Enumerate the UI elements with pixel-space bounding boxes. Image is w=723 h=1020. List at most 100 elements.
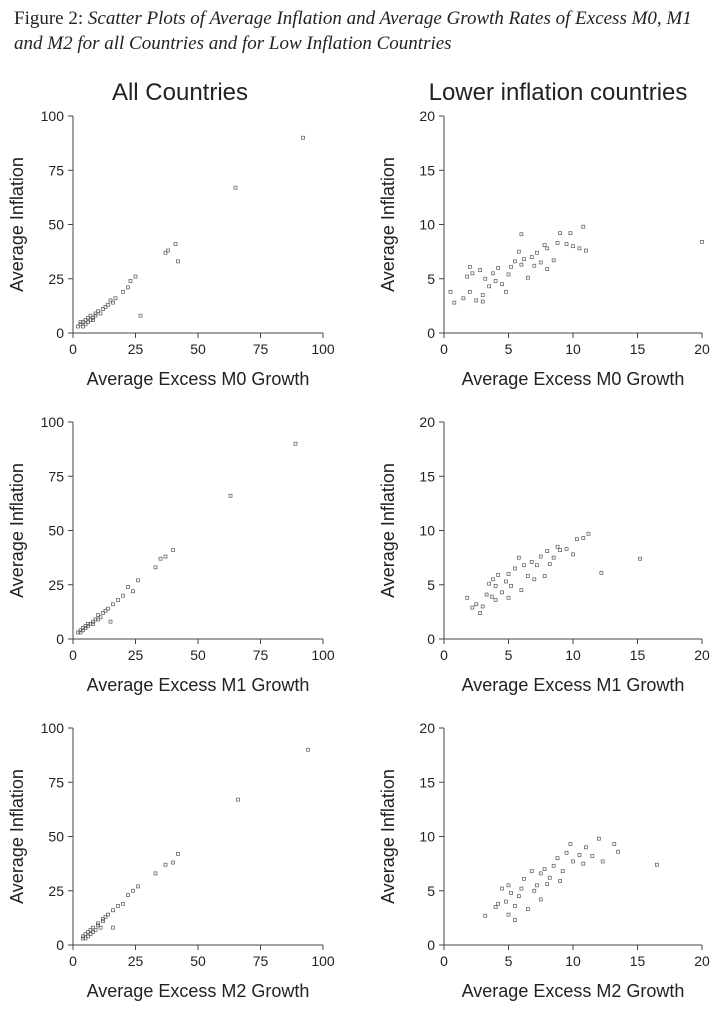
data-point <box>584 248 588 253</box>
data-point <box>564 850 569 855</box>
data-point <box>500 590 504 595</box>
x-tick-label: 0 <box>440 341 448 357</box>
data-point <box>98 925 103 930</box>
data-point <box>228 493 233 498</box>
data-point <box>83 318 88 322</box>
data-point <box>480 299 485 304</box>
data-point <box>522 563 526 568</box>
data-point <box>542 867 547 871</box>
data-point <box>474 298 479 303</box>
data-point <box>83 322 88 327</box>
data-point <box>96 923 100 928</box>
data-point <box>96 921 100 926</box>
data-point <box>506 883 511 888</box>
data-point <box>101 307 105 311</box>
y-tick-label: 75 <box>48 162 64 178</box>
data-point <box>551 863 556 868</box>
y-tick-label: 15 <box>419 468 435 484</box>
data-point <box>532 577 537 582</box>
data-point <box>88 313 93 318</box>
data-point <box>483 913 488 918</box>
scatter-panel-4: 0 5 10 15 20 0 5 10 15 20 Average Excess M1 Growth… <box>378 414 710 695</box>
data-point <box>83 626 88 631</box>
data-point <box>153 871 158 876</box>
data-point <box>535 883 539 888</box>
y-tick-label: 0 <box>427 325 435 341</box>
data-point <box>474 602 479 607</box>
data-point <box>81 320 85 324</box>
data-point <box>108 298 113 303</box>
data-point <box>465 274 470 279</box>
data-point <box>106 302 110 307</box>
data-point <box>555 544 560 549</box>
data-point <box>470 271 475 276</box>
y-tick-label: 25 <box>48 271 64 287</box>
x-tick-label: 25 <box>128 647 144 663</box>
data-point <box>581 861 586 866</box>
data-point <box>93 313 98 318</box>
data-point <box>538 897 543 902</box>
data-point <box>496 266 501 270</box>
data-point <box>529 560 534 564</box>
y-tick-label: 50 <box>48 217 64 233</box>
data-point <box>506 572 511 576</box>
data-point <box>106 606 110 611</box>
data-point <box>535 563 539 568</box>
data-point <box>480 604 485 609</box>
data-point <box>616 849 621 854</box>
data-point <box>478 268 482 272</box>
data-point <box>126 285 130 290</box>
y-tick-label: 50 <box>48 523 64 539</box>
data-point <box>86 930 90 934</box>
x-axis-title: Average Excess M1 Growth <box>87 675 310 695</box>
data-point <box>509 264 513 269</box>
y-tick-label: 0 <box>56 631 64 647</box>
y-tick-label: 0 <box>427 937 435 953</box>
data-point <box>547 562 552 566</box>
data-point <box>500 886 504 891</box>
x-tick-label: 0 <box>69 647 77 663</box>
data-point <box>86 621 90 626</box>
data-point <box>516 894 521 899</box>
data-point <box>86 624 90 628</box>
data-point <box>525 275 530 280</box>
y-tick-label: 5 <box>427 271 435 287</box>
data-point <box>483 276 488 281</box>
data-point <box>101 611 105 615</box>
data-point <box>86 320 90 324</box>
data-point <box>88 932 93 937</box>
data-point <box>513 904 517 908</box>
data-point <box>166 248 170 253</box>
data-point <box>545 549 550 553</box>
x-tick-label: 5 <box>505 647 513 663</box>
data-point <box>86 934 90 939</box>
data-point <box>555 856 560 861</box>
data-point <box>467 264 472 269</box>
data-point <box>581 224 586 229</box>
data-point <box>654 862 659 867</box>
data-point <box>568 842 573 846</box>
data-point <box>493 598 498 602</box>
data-point <box>153 565 158 570</box>
data-point <box>564 242 569 246</box>
x-tick-label: 0 <box>69 953 77 969</box>
data-point <box>535 250 539 255</box>
caption-text: Scatter Plots of Average Inflation and A… <box>14 8 692 54</box>
x-tick-label: 0 <box>69 341 77 357</box>
data-point <box>138 313 143 318</box>
x-tick-label: 75 <box>253 953 269 969</box>
data-point <box>496 573 501 577</box>
data-point <box>91 619 95 624</box>
y-tick-label: 0 <box>56 937 64 953</box>
data-point <box>516 249 521 254</box>
data-point <box>519 232 524 237</box>
data-point <box>496 901 501 906</box>
x-tick-label: 5 <box>505 953 513 969</box>
x-tick-label: 20 <box>694 341 710 357</box>
x-tick-label: 50 <box>190 647 206 663</box>
data-point <box>91 925 95 930</box>
data-point <box>163 862 168 867</box>
x-tick-label: 20 <box>694 647 710 663</box>
